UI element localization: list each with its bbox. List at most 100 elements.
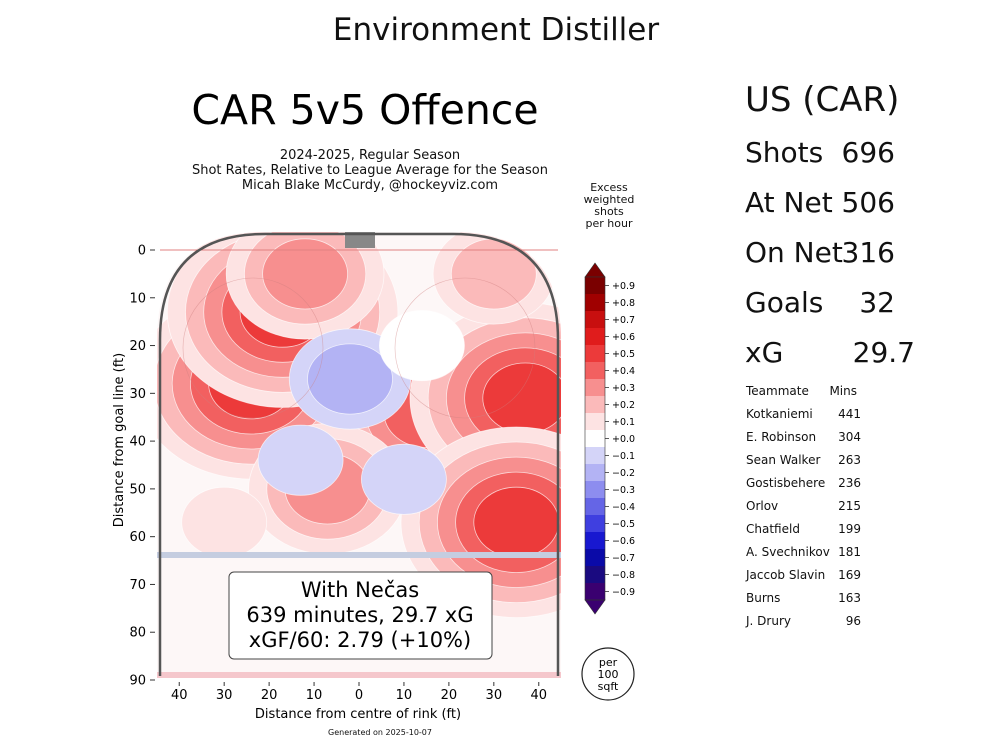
stat-label: Shots — [745, 136, 824, 169]
hotspot-contour — [482, 362, 561, 434]
scale-badge-line: 100 — [598, 668, 619, 681]
teammate-name: E. Robinson — [746, 430, 817, 444]
colorbar-segment — [585, 430, 605, 448]
colorbar-tick-label: −0.2 — [612, 468, 635, 479]
table-row: Jaccob Slavin 169 — [746, 568, 861, 588]
colorbar-tick-label: +0.5 — [612, 349, 635, 360]
y-axis-label: Distance from goal line (ft) — [112, 353, 127, 527]
stat-row-xg: xG 29.7 — [745, 336, 985, 376]
colorbar-tick-label: −0.3 — [612, 485, 635, 496]
colorbar-tick-label: −0.7 — [612, 553, 635, 564]
table-row: A. Svechnikov 181 — [746, 545, 861, 565]
hotspot-contour — [262, 238, 349, 310]
table-row: J. Drury 96 — [746, 614, 861, 634]
centre-red-line — [157, 672, 561, 678]
coldspot-contour — [360, 443, 447, 515]
teammate-mins: 199 — [838, 522, 861, 536]
teammate-mins: 163 — [838, 591, 861, 605]
colorbar-segment — [585, 311, 605, 329]
table-row: E. Robinson 304 — [746, 430, 861, 450]
table-row: Burns 163 — [746, 591, 861, 611]
rink-boards — [158, 232, 560, 676]
goal-net — [345, 232, 375, 248]
y-tick-label: 30 — [129, 387, 146, 402]
colorbar-segment — [585, 328, 605, 346]
column-header-mins: Mins — [829, 384, 857, 398]
y-tick-label: 80 — [129, 626, 146, 641]
colorbar-tick-label: −0.5 — [612, 519, 635, 530]
teammate-name: Orlov — [746, 499, 779, 513]
coldspot-contour — [257, 424, 344, 496]
colorbar-segment — [585, 294, 605, 312]
teammate-mins: 236 — [838, 476, 861, 490]
y-tick-label: 40 — [129, 435, 146, 450]
teammate-name: Jaccob Slavin — [746, 568, 826, 582]
colorbar-segment — [585, 413, 605, 431]
table-header-row: Teammate Mins — [746, 384, 861, 404]
x-tick-label: 30 — [486, 688, 503, 703]
x-axis-label: Distance from centre of rink (ft) — [255, 707, 461, 722]
stat-value: 32 — [859, 286, 895, 319]
table-row: Gostisbehere 236 — [746, 476, 861, 496]
stat-value: 29.7 — [852, 336, 915, 369]
blue-line — [157, 552, 561, 558]
colorbar-tick-label: +0.2 — [612, 400, 635, 411]
colorbar-title-line: weighted — [583, 193, 635, 206]
annotation-line: 639 minutes, 29.7 xG — [246, 603, 473, 627]
colorbar-segment — [585, 515, 605, 533]
colorbar-title: Excess weighted shots per hour — [570, 182, 648, 230]
scale-badge-line: sqft — [598, 680, 619, 693]
generated-note: Generated on 2025-10-07 — [328, 728, 432, 737]
colorbar-tick-label: +0.7 — [612, 315, 635, 326]
colorbar-frame — [584, 276, 606, 601]
colorbar-segment — [585, 532, 605, 550]
rink-markings — [157, 232, 561, 678]
colorbar-tick-label: +0.4 — [612, 366, 635, 377]
page-title: Environment Distiller — [332, 12, 660, 48]
colorbar-tick-label: −0.8 — [612, 570, 635, 581]
colorbar-segment — [585, 498, 605, 516]
teammate-name: Sean Walker — [746, 453, 821, 467]
stat-label: Goals — [745, 286, 824, 319]
teammate-mins: 169 — [838, 568, 861, 582]
faceoff-circle — [394, 277, 536, 419]
teammate-mins: 96 — [845, 614, 861, 628]
colorbar-segment — [585, 379, 605, 397]
stat-label: xG — [745, 336, 784, 369]
colorbar-segment — [585, 481, 605, 499]
hotspot-contour — [378, 310, 465, 382]
colorbar-segment — [585, 566, 605, 584]
x-tick-label: 40 — [530, 688, 547, 703]
annotation-line: With Nečas — [301, 578, 419, 602]
stat-value: 506 — [841, 186, 895, 219]
colorbar-segment — [585, 345, 605, 363]
stat-label: On Net — [745, 236, 843, 269]
chart-subtitle-metric: Shot Rates, Relative to League Average f… — [191, 163, 549, 178]
stat-row-on-net: On Net 316 — [745, 236, 985, 276]
stats-header: US (CAR) — [745, 80, 900, 120]
table-row: Chatfield 199 — [746, 522, 861, 542]
hotspot-contour — [450, 238, 537, 310]
teammate-mins: 263 — [838, 453, 861, 467]
chart-subtitle-author: Micah Blake McCurdy, @hockeyviz.com — [241, 178, 499, 193]
annotation-box — [228, 571, 493, 660]
annotation-line: xGF/60: 2.79 (+10%) — [249, 628, 471, 652]
teammate-mins: 304 — [838, 430, 861, 444]
teammate-name: Chatfield — [746, 522, 800, 536]
colorbar-tick-label: +0.8 — [612, 298, 635, 309]
scale-badge-line: per — [599, 656, 618, 669]
teammate-mins: 441 — [838, 407, 861, 421]
faceoff-circle — [182, 277, 324, 419]
y-tick-label: 70 — [129, 578, 146, 593]
colorbar-tick-label: −0.4 — [612, 502, 635, 513]
hotspot-contour — [473, 486, 560, 558]
colorbar-tick-label: +0.0 — [612, 434, 635, 445]
x-tick-label: 0 — [355, 688, 363, 703]
coldspot-contour — [307, 343, 393, 415]
teammate-name: Gostisbehere — [746, 476, 826, 490]
colorbar-tick-label: +0.1 — [612, 417, 635, 428]
x-tick-label: 20 — [261, 688, 278, 703]
stat-value: 316 — [841, 236, 895, 269]
colorbar-tick-label: −0.1 — [612, 451, 635, 462]
stat-row-shots: Shots 696 — [745, 136, 985, 176]
